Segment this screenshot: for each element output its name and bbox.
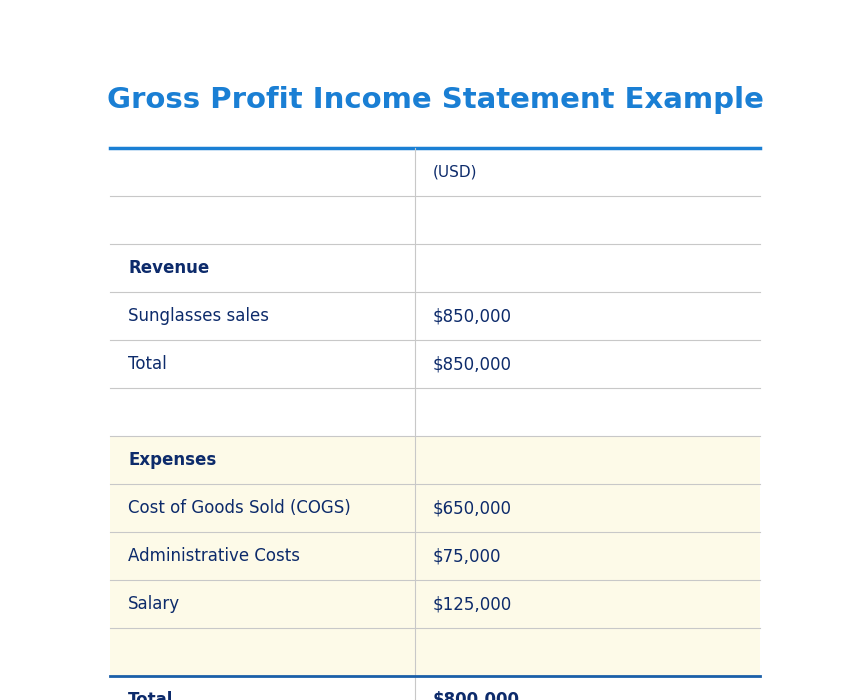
Text: $850,000: $850,000 <box>433 307 512 325</box>
Text: Gross Profit Income Statement Example: Gross Profit Income Statement Example <box>106 86 763 114</box>
Text: Total: Total <box>128 355 167 373</box>
Text: $800,000: $800,000 <box>433 691 520 700</box>
Text: Cost of Goods Sold (COGS): Cost of Goods Sold (COGS) <box>128 499 351 517</box>
Text: Sunglasses sales: Sunglasses sales <box>128 307 269 325</box>
Text: $850,000: $850,000 <box>433 355 512 373</box>
Text: Revenue: Revenue <box>128 259 209 277</box>
Text: $125,000: $125,000 <box>433 595 513 613</box>
Text: $75,000: $75,000 <box>433 547 502 565</box>
Text: Total: Total <box>128 691 173 700</box>
Text: Salary: Salary <box>128 595 180 613</box>
Text: $650,000: $650,000 <box>433 499 512 517</box>
Text: Administrative Costs: Administrative Costs <box>128 547 300 565</box>
Text: Expenses: Expenses <box>128 451 216 469</box>
Text: (USD): (USD) <box>433 164 478 179</box>
